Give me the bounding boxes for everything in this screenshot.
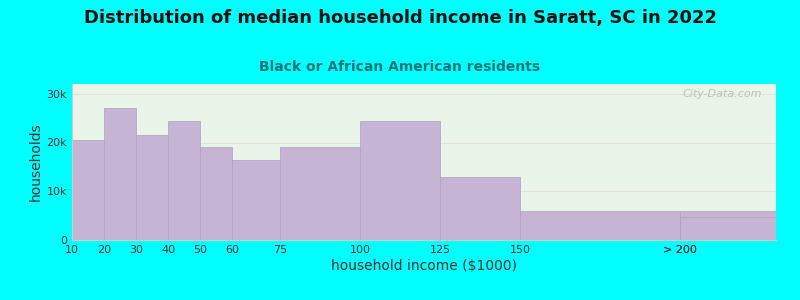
Bar — [680, 211, 776, 240]
Text: Distribution of median household income in Saratt, SC in 2022: Distribution of median household income … — [83, 9, 717, 27]
Bar — [232, 160, 280, 240]
Text: Black or African American residents: Black or African American residents — [259, 60, 541, 74]
Bar — [136, 135, 168, 240]
Bar — [360, 121, 440, 240]
X-axis label: household income ($1000): household income ($1000) — [331, 259, 517, 273]
Text: City-Data.com: City-Data.com — [682, 89, 762, 99]
Bar — [680, 217, 776, 240]
Bar — [72, 140, 104, 240]
Bar — [440, 177, 520, 240]
Bar — [200, 147, 232, 240]
Bar — [104, 108, 136, 240]
Bar — [280, 147, 360, 240]
Bar — [520, 211, 680, 240]
Bar — [168, 121, 200, 240]
Y-axis label: households: households — [28, 123, 42, 201]
